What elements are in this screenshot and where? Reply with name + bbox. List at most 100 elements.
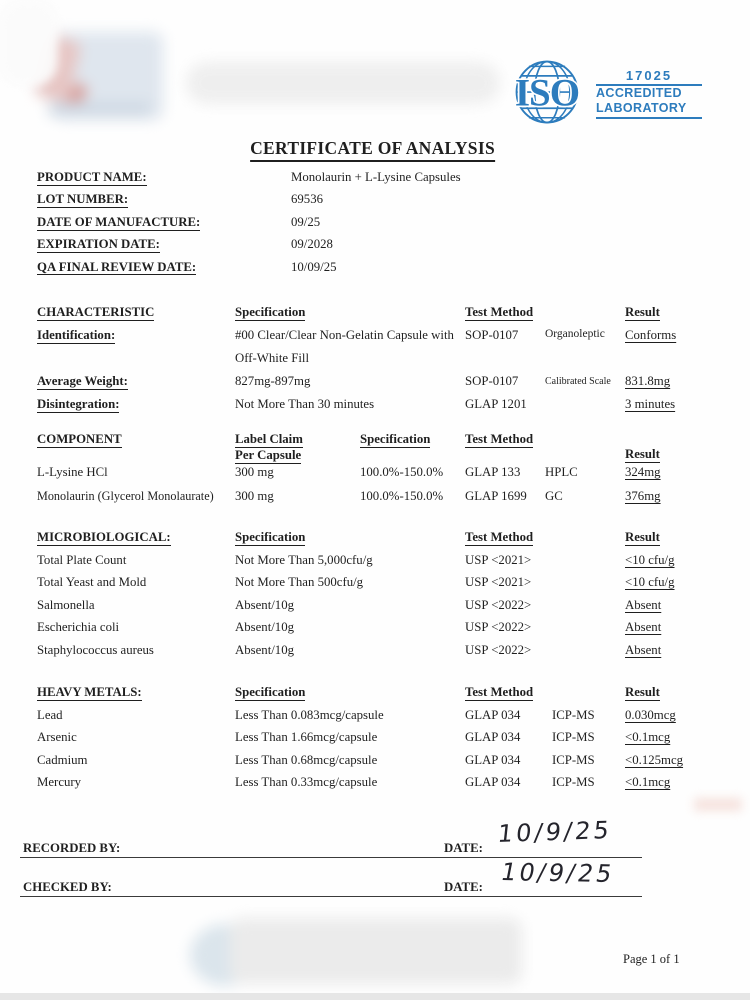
row-label: Identification:	[37, 328, 116, 344]
spec-value: Absent/10g	[235, 642, 295, 657]
test-name: Total Plate Count	[37, 552, 127, 567]
result-value: Conforms	[625, 328, 677, 342]
component-name: Monolaurin (Glycerol Monolaurate)	[37, 488, 214, 503]
test-method-value: GLAP 034	[465, 730, 521, 745]
result-value: 3 minutes	[625, 397, 676, 411]
test-method-detail: ICP-MS	[552, 707, 595, 722]
spec-value: Less Than 1.66mcg/capsule	[235, 730, 378, 745]
microbiological-header: MICROBIOLOGICAL:	[37, 530, 171, 546]
page-title: CERTIFICATE OF ANALYSIS	[250, 138, 495, 162]
scan-edge-shadow	[0, 993, 750, 1000]
specification-header: Specification	[360, 432, 431, 448]
lot-number-value: 69536	[291, 192, 323, 207]
test-name: Salmonella	[37, 597, 95, 612]
spec-value: 100.0%-150.0%	[360, 465, 444, 479]
test-method-header: Test Method	[465, 685, 534, 701]
table-row-salmonella: Salmonella Absent/10g USP <2022> Absent	[37, 598, 713, 621]
table-row-total-plate-count: Total Plate Count Not More Than 5,000cfu…	[37, 553, 713, 576]
date-label: DATE:	[444, 880, 483, 895]
spec-value: Absent/10g	[235, 620, 295, 635]
row-label: Average Weight:	[37, 374, 128, 390]
expiration-date-value: 09/2028	[291, 237, 333, 252]
test-method-detail: GC	[545, 488, 563, 503]
result-value: 0.030mcg	[625, 707, 676, 722]
company-logo-redacted	[34, 24, 167, 124]
microbiological-section: MICROBIOLOGICAL: Specification Test Meth…	[37, 530, 713, 666]
product-name-label: PRODUCT NAME:	[37, 170, 147, 186]
component-section: COMPONENT Label Claim Per Capsule Specif…	[37, 432, 713, 512]
test-method-value: GLAP 034	[465, 752, 521, 767]
test-method-value: USP <2021>	[465, 575, 532, 590]
spec-value: Not More Than 30 minutes	[235, 397, 375, 411]
table-row-monolaurin: Monolaurin (Glycerol Monolaurate) 300 mg…	[37, 489, 713, 513]
table-row-arsenic: Arsenic Less Than 1.66mcg/capsule GLAP 0…	[37, 730, 713, 753]
characteristic-header: CHARACTERISTIC	[37, 305, 155, 321]
table-row-e-coli: Escherichia coli Absent/10g USP <2022> A…	[37, 620, 713, 643]
result-value: Absent	[625, 620, 662, 635]
specification-header: Specification	[235, 305, 306, 321]
recorded-date-handwritten: 10/9/25	[496, 816, 614, 848]
characteristic-section: CHARACTERISTIC Specification Test Method…	[37, 305, 713, 420]
specification-header: Specification	[235, 685, 306, 701]
metal-name: Lead	[37, 707, 63, 722]
test-method-detail: ICP-MS	[552, 775, 595, 790]
spec-value: 827mg-897mg	[235, 374, 311, 388]
component-header: COMPONENT	[37, 432, 122, 448]
spec-value: Absent/10g	[235, 597, 295, 612]
test-method-value: USP <2021>	[465, 552, 532, 567]
spec-value: Less Than 0.33mcg/capsule	[235, 775, 378, 790]
metal-name: Arsenic	[37, 730, 77, 745]
test-method-value: GLAP 034	[465, 707, 521, 722]
iso-17025-accredited-badge: ISO 17025 ACCREDITED LABORATORY	[508, 56, 706, 130]
table-row-cadmium: Cadmium Less Than 0.68mcg/capsule GLAP 0…	[37, 753, 713, 776]
row-label: Disintegration:	[37, 397, 120, 413]
result-value: 324mg	[625, 465, 661, 479]
result-value: 831.8mg	[625, 374, 671, 388]
result-value: <0.1mcg	[625, 775, 671, 790]
spec-value: Not More Than 500cfu/g	[235, 575, 364, 590]
heavy-metals-header: HEAVY METALS:	[37, 685, 142, 701]
test-method-detail: Calibrated Scale	[545, 376, 611, 387]
test-name: Staphylococcus aureus	[37, 642, 154, 657]
component-name: L-Lysine HCl	[37, 465, 108, 479]
test-method-detail: ICP-MS	[552, 752, 595, 767]
component-header-row: COMPONENT Label Claim Per Capsule Specif…	[37, 432, 713, 465]
test-method-header: Test Method	[465, 305, 534, 321]
checked-by-line: CHECKED BY: DATE: 10/9/25	[20, 858, 642, 897]
table-row-l-lysine: L-Lysine HCl 300 mg 100.0%-150.0% GLAP 1…	[37, 465, 713, 489]
table-row-identification: Identification: #00 Clear/Clear Non-Gela…	[37, 328, 713, 351]
product-info-block: PRODUCT NAME: Monolaurin + L-Lysine Caps…	[37, 170, 713, 282]
test-name: Total Yeast and Mold	[37, 575, 147, 590]
signature-redacted	[0, 0, 58, 86]
result-header: Result	[625, 530, 660, 546]
date-of-manufacture-value: 09/25	[291, 214, 321, 229]
heavy-metals-section: HEAVY METALS: Specification Test Method …	[37, 685, 713, 798]
test-method-value: SOP-0107	[465, 328, 519, 342]
iso-laboratory-label: LABORATORY	[596, 101, 702, 119]
qa-final-review-date-value: 10/09/25	[291, 259, 337, 274]
test-method-header: Test Method	[465, 432, 534, 448]
test-method-detail: HPLC	[545, 465, 578, 479]
iso-accredited-label: ACCREDITED	[596, 86, 682, 100]
expiration-date-label: EXPIRATION DATE:	[37, 237, 160, 253]
test-method-value: GLAP 1201	[465, 397, 527, 411]
test-method-header: Test Method	[465, 530, 534, 546]
iso-standard-number: 17025	[596, 68, 702, 86]
result-header: Result	[625, 447, 660, 463]
test-method-value: USP <2022>	[465, 620, 532, 635]
test-method-detail: ICP-MS	[552, 730, 595, 745]
checked-by-label: CHECKED BY:	[23, 880, 112, 895]
recorded-by-label: RECORDED BY:	[23, 841, 121, 856]
table-row-staph-aureus: Staphylococcus aureus Absent/10g USP <20…	[37, 643, 713, 666]
iso-wordmark: ISO	[515, 71, 579, 114]
label-claim-value: 300 mg	[235, 465, 274, 479]
iso-accreditation-text: 17025 ACCREDITED LABORATORY	[596, 68, 702, 119]
table-row-yeast-mold: Total Yeast and Mold Not More Than 500cf…	[37, 575, 713, 598]
result-value: <10 cfu/g	[625, 575, 675, 590]
test-method-value: USP <2022>	[465, 642, 532, 657]
per-capsule-header: Per Capsule	[235, 447, 302, 464]
spec-value: 100.0%-150.0%	[360, 488, 444, 503]
test-method-value: GLAP 133	[465, 465, 521, 479]
spec-value-line2: Off-White Fill	[235, 351, 310, 365]
